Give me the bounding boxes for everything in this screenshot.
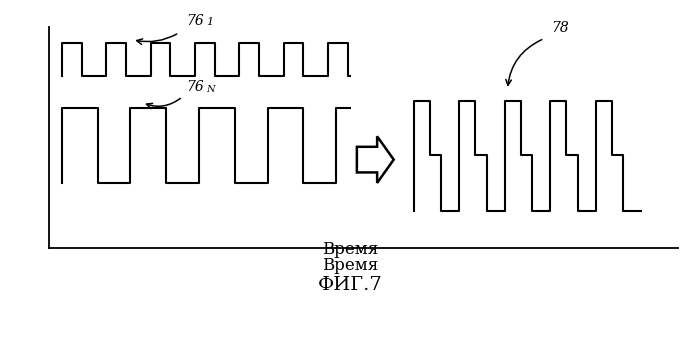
Text: Время: Время	[322, 257, 378, 275]
Text: 1: 1	[206, 17, 214, 27]
Text: 78: 78	[551, 21, 568, 35]
Text: ФИГ.7: ФИГ.7	[318, 276, 382, 294]
Text: 76: 76	[186, 80, 204, 94]
Text: Время: Время	[322, 241, 378, 258]
Text: 76: 76	[186, 14, 204, 28]
Text: N: N	[206, 85, 215, 94]
